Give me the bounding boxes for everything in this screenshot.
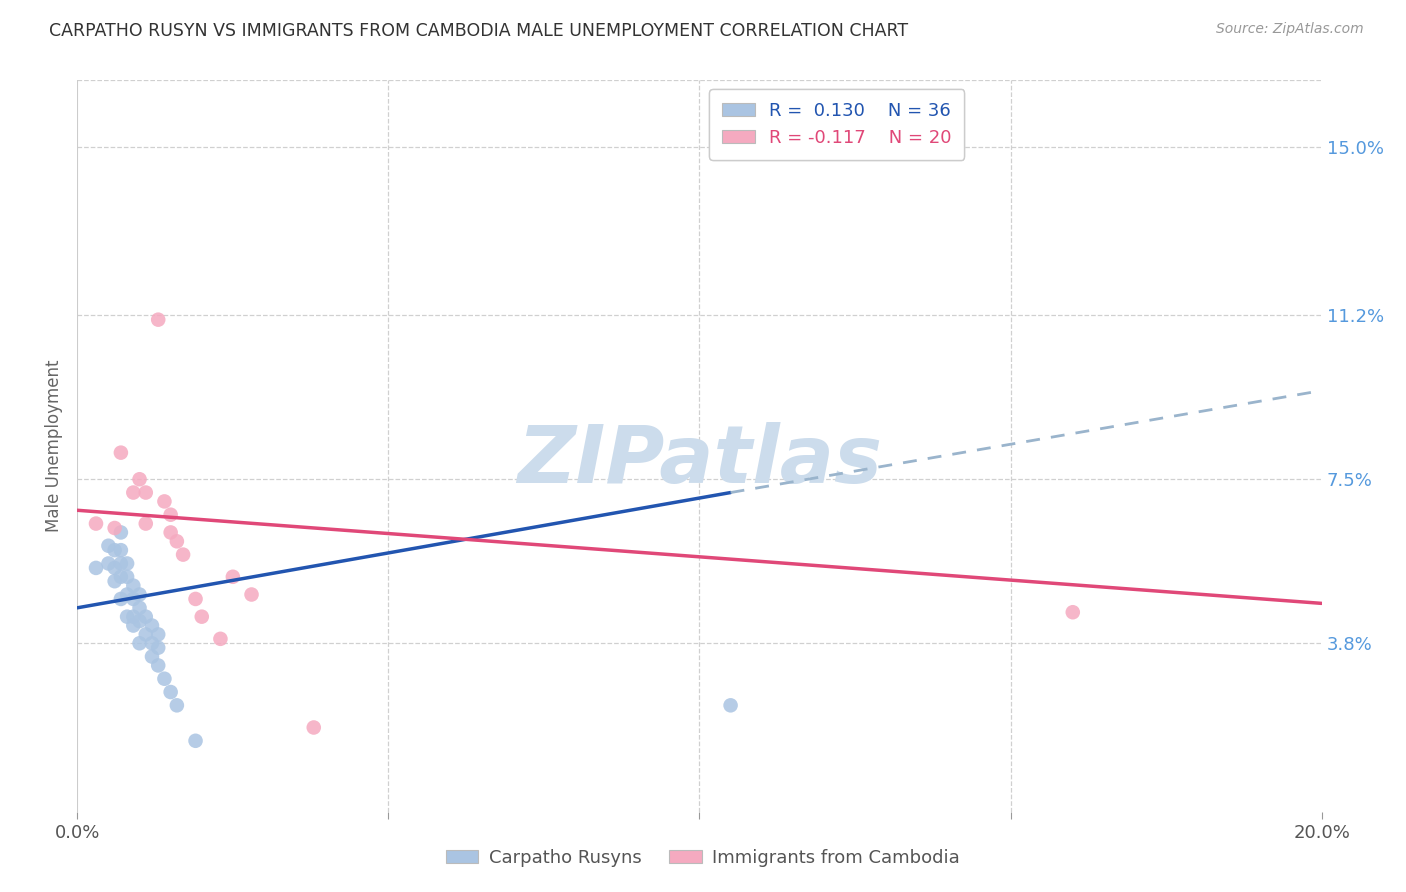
Point: [172, 548, 194, 562]
Point: [222, 570, 245, 584]
Point: [135, 627, 157, 641]
Text: CARPATHO RUSYN VS IMMIGRANTS FROM CAMBODIA MALE UNEMPLOYMENT CORRELATION CHART: CARPATHO RUSYN VS IMMIGRANTS FROM CAMBOD…: [49, 22, 908, 40]
Point: [135, 609, 157, 624]
Point: [115, 570, 138, 584]
Point: [110, 591, 132, 606]
Point: [302, 721, 325, 735]
Point: [159, 525, 181, 540]
Point: [141, 618, 163, 632]
Point: [148, 627, 170, 641]
Point: [110, 445, 132, 459]
Point: [104, 543, 127, 558]
Point: [110, 543, 132, 558]
Point: [104, 561, 127, 575]
Point: [153, 672, 176, 686]
Point: [122, 618, 145, 632]
Point: [159, 685, 181, 699]
Point: [184, 591, 207, 606]
Point: [84, 516, 107, 531]
Text: Source: ZipAtlas.com: Source: ZipAtlas.com: [1216, 22, 1364, 37]
Point: [110, 570, 132, 584]
Point: [115, 587, 138, 601]
Point: [159, 508, 181, 522]
Legend: Carpatho Rusyns, Immigrants from Cambodia: Carpatho Rusyns, Immigrants from Cambodi…: [439, 842, 967, 874]
Point: [135, 485, 157, 500]
Point: [240, 587, 263, 601]
Point: [166, 698, 188, 713]
Legend: R =  0.130    N = 36, R = -0.117    N = 20: R = 0.130 N = 36, R = -0.117 N = 20: [710, 89, 965, 160]
Point: [97, 557, 120, 571]
Point: [720, 698, 742, 713]
Point: [153, 494, 176, 508]
Point: [128, 636, 150, 650]
Point: [104, 574, 127, 589]
Point: [115, 557, 138, 571]
Point: [122, 485, 145, 500]
Point: [97, 539, 120, 553]
Point: [84, 561, 107, 575]
Point: [166, 534, 188, 549]
Point: [122, 579, 145, 593]
Point: [122, 609, 145, 624]
Point: [128, 472, 150, 486]
Point: [184, 733, 207, 747]
Point: [110, 557, 132, 571]
Point: [141, 649, 163, 664]
Point: [110, 525, 132, 540]
Point: [135, 516, 157, 531]
Point: [115, 609, 138, 624]
Y-axis label: Male Unemployment: Male Unemployment: [45, 359, 63, 533]
Point: [128, 587, 150, 601]
Point: [148, 658, 170, 673]
Point: [104, 521, 127, 535]
Point: [128, 614, 150, 628]
Point: [1062, 605, 1084, 619]
Point: [148, 312, 170, 326]
Point: [128, 600, 150, 615]
Point: [122, 591, 145, 606]
Point: [191, 609, 214, 624]
Text: ZIPatlas: ZIPatlas: [517, 422, 882, 500]
Point: [148, 640, 170, 655]
Point: [141, 636, 163, 650]
Point: [209, 632, 232, 646]
